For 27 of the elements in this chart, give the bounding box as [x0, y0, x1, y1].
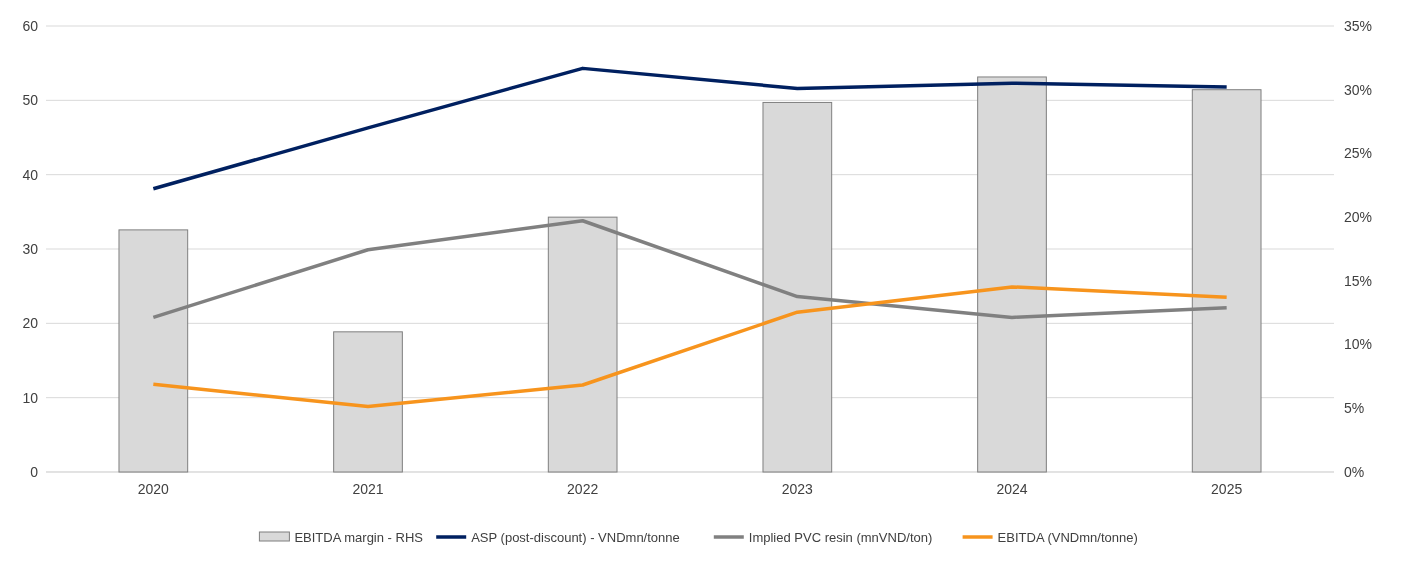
legend-label: EBITDA margin - RHS [294, 530, 424, 545]
y2-tick-label: 30% [1344, 81, 1373, 98]
y-tick-label: 50 [22, 92, 39, 109]
y-tick-label: 40 [22, 166, 39, 183]
x-tick-label: 2023 [781, 481, 814, 497]
y2-tick-label: 5% [1344, 400, 1365, 417]
y-tick-label: 60 [22, 17, 39, 34]
line-series [151, 66, 1229, 191]
y-tick-label: 10 [22, 389, 39, 406]
y-tick-label: 30 [22, 240, 39, 257]
x-tick-label: 2021 [352, 481, 384, 497]
y2-tick-label: 0% [1344, 463, 1365, 480]
y2-tick-label: 35% [1344, 17, 1373, 34]
x-tick-label: 2020 [137, 481, 170, 497]
y-tick-label: 0 [30, 463, 39, 480]
legend-label: ASP (post-discount) - VNDmn/tonne [471, 530, 680, 545]
y2-tick-label: 10% [1344, 336, 1373, 353]
x-tick-label: 2025 [1211, 481, 1243, 497]
y2-tick-label: 15% [1344, 272, 1373, 289]
line-series [151, 285, 1229, 409]
y-tick-label: 20 [22, 315, 39, 332]
y2-tick-label: 20% [1344, 209, 1373, 226]
legend-label: EBITDA (VNDmn/tonne) [997, 530, 1138, 545]
legend-label: Implied PVC resin (mnVND/ton) [748, 530, 933, 545]
y2-tick-label: 25% [1344, 145, 1373, 162]
x-tick-label: 2022 [567, 481, 599, 497]
x-tick-label: 2024 [996, 481, 1028, 497]
